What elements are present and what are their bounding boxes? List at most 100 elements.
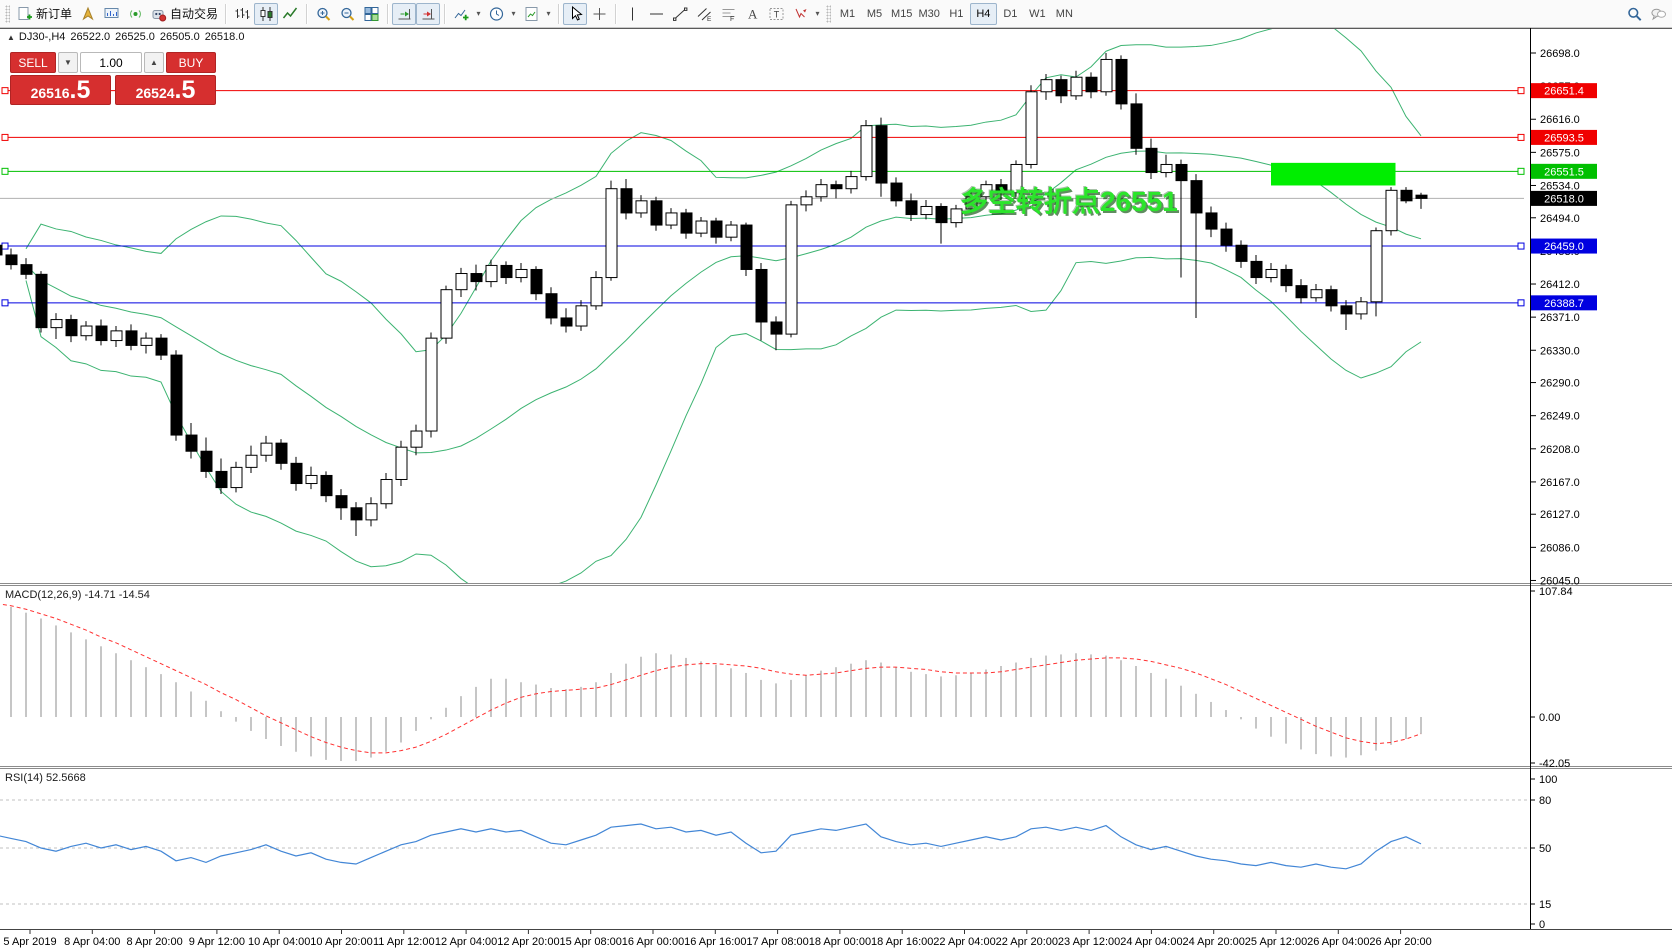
svg-text:24 Apr 20:00: 24 Apr 20:00 [1183,936,1245,948]
tf-m1-button[interactable]: M1 [839,7,856,20]
toolbar-fibonacci-button[interactable]: F [716,3,740,25]
toolbar-templates-button[interactable] [519,3,543,25]
svg-text:T: T [773,9,779,19]
horizontal-line-icon [649,13,663,14]
toolbar-mq-pointer-button[interactable] [75,3,99,25]
volume-input[interactable] [80,52,142,73]
toolbar-cursor-button[interactable] [563,2,588,25]
svg-text:26371.0: 26371.0 [1540,312,1580,324]
svg-text:26575.0: 26575.0 [1540,147,1580,159]
toolbar: 新订单 自动交易 ▾ ▾ ▾ E F A T ▾ M1 M5 M15 M30 H1 H4 D1 W1 MN [0,0,1672,28]
toolbar-text-label-button[interactable]: T [764,3,788,25]
svg-text:F: F [730,16,734,22]
volume-decrement-button[interactable]: ▼ [58,52,78,73]
tf-mn-button[interactable]: MN [1055,7,1073,20]
toolbar-chart-candles-button[interactable] [254,2,279,25]
svg-text:26249.0: 26249.0 [1540,411,1580,423]
toolbar-auto-scroll-button[interactable] [392,2,417,25]
tf-w1-button[interactable]: W1 [1029,7,1046,20]
toolbar-arrow-objects-dropdown[interactable]: ▾ [815,9,820,18]
vertical-line-icon [631,7,633,20]
svg-text:26518.0: 26518.0 [1544,193,1584,205]
auto-scroll-icon [398,8,411,19]
autotrading-icon [152,9,167,21]
volume-increment-button[interactable]: ▲ [144,52,164,73]
svg-text:17 Apr 08:00: 17 Apr 08:00 [746,936,808,948]
svg-text:9 Apr 12:00: 9 Apr 12:00 [189,936,245,948]
svg-text:16 Apr 00:00: 16 Apr 00:00 [622,936,684,948]
signals-icon [129,9,141,18]
svg-text:26412.0: 26412.0 [1540,279,1580,291]
svg-text:107.84: 107.84 [1539,586,1573,598]
svg-text:12 Apr 20:00: 12 Apr 20:00 [497,936,559,948]
toolbar-chart-bars-button[interactable] [230,3,254,25]
chart-window[interactable]: 26698.026657.026616.026575.026534.026494… [0,28,1672,949]
svg-text:26208.0: 26208.0 [1540,444,1580,456]
svg-text:26167.0: 26167.0 [1540,477,1580,489]
tf-d1-button[interactable]: D1 [1003,7,1018,20]
toolbar-market-watch-button[interactable] [99,3,123,25]
toolbar-periods-dropdown[interactable]: ▾ [511,9,516,18]
svg-text:26651.4: 26651.4 [1544,86,1584,98]
toolbar-zoom-out-button[interactable] [335,3,359,25]
tf-m15-button[interactable]: M15 [891,7,913,20]
main-price-pane[interactable] [0,28,1525,599]
toolbar-horizontal-line-button[interactable] [644,3,668,25]
tf-m5-button[interactable]: M5 [866,7,883,20]
new-order-icon [18,6,32,20]
toolbar-zoom-in-button[interactable] [311,3,335,25]
toolbar-grip[interactable] [5,4,10,23]
periods-icon [489,6,503,21]
svg-text:A: A [748,6,758,21]
toolbar-add-indicator-button[interactable] [449,3,473,25]
toolbar-signals-button[interactable] [123,3,147,25]
macd-pane[interactable] [0,601,1422,762]
buy-button[interactable]: BUY [166,52,216,73]
tf-h1-button[interactable]: H1 [949,7,964,20]
tf-h4-button[interactable]: H4 [969,2,997,25]
toolbar-chart-line-button[interactable] [278,3,302,25]
sell-price-main: 26516 [30,85,70,101]
toolbar-chat-button[interactable] [1646,3,1670,25]
time-axis[interactable]: 5 Apr 2019 8 Apr 04:00 8 Apr 20:00 9 Apr 12… [3,930,1432,948]
svg-text:10 Apr 04:00: 10 Apr 04:00 [248,936,310,948]
toolbar-separator [306,3,308,24]
svg-text:10 Apr 20:00: 10 Apr 20:00 [310,936,372,948]
mq-pointer-icon [81,6,94,20]
cursor-icon [571,5,583,21]
toolbar-arrow-objects-button[interactable] [788,3,812,25]
toolbar-trendline-button[interactable] [668,3,692,25]
toolbar-grip[interactable] [826,4,832,23]
sell-price-box[interactable]: 26516.5 [10,75,111,105]
svg-text:18 Apr 16:00: 18 Apr 16:00 [871,936,933,948]
toolbar-autotrading-button[interactable]: 自动交易 [147,3,221,25]
chart-annotation-text[interactable]: 多空转折点26551 [960,186,1178,217]
toolbar-vertical-line-button[interactable] [620,3,644,25]
toolbar-tile-windows-button[interactable] [359,3,383,25]
toolbar-periods-button[interactable] [484,3,508,25]
arrow-objects-icon [795,8,807,18]
toolbar-separator [558,3,560,24]
green-zone-rectangle[interactable] [1271,162,1396,186]
tf-m30-button[interactable]: M30 [918,7,940,20]
rsi-indicator-label: RSI(14) 52.5668 [5,772,86,784]
toolbar-chart-shift-button[interactable] [416,2,441,25]
toolbar-equidistant-channel-button[interactable]: E [692,3,716,25]
rsi-pane[interactable] [0,799,1529,905]
text-label-icon: T [769,7,784,20]
toolbar-text-button[interactable]: A [740,3,764,25]
toolbar-search-button[interactable] [1622,3,1646,25]
sell-button[interactable]: SELL [10,52,56,73]
svg-text:26330.0: 26330.0 [1540,345,1580,357]
collapse-panel-icon[interactable]: ▲ [7,33,15,42]
toolbar-crosshair-button[interactable] [587,3,611,25]
svg-text:8 Apr 04:00: 8 Apr 04:00 [64,936,120,948]
toolbar-new-order-button[interactable]: 新订单 [13,3,75,25]
toolbar-add-indicator-dropdown[interactable]: ▾ [476,9,481,18]
price-chart-canvas[interactable]: 26698.026657.026616.026575.026534.026494… [0,28,1672,949]
chart-shift-icon [422,8,435,19]
price-axis[interactable]: 26698.026657.026616.026575.026534.026494… [1530,48,1597,931]
macd-indicator-label: MACD(12,26,9) -14.71 -14.54 [5,589,150,601]
buy-price-box[interactable]: 26524.5 [115,75,216,105]
toolbar-templates-dropdown[interactable]: ▾ [546,9,551,18]
